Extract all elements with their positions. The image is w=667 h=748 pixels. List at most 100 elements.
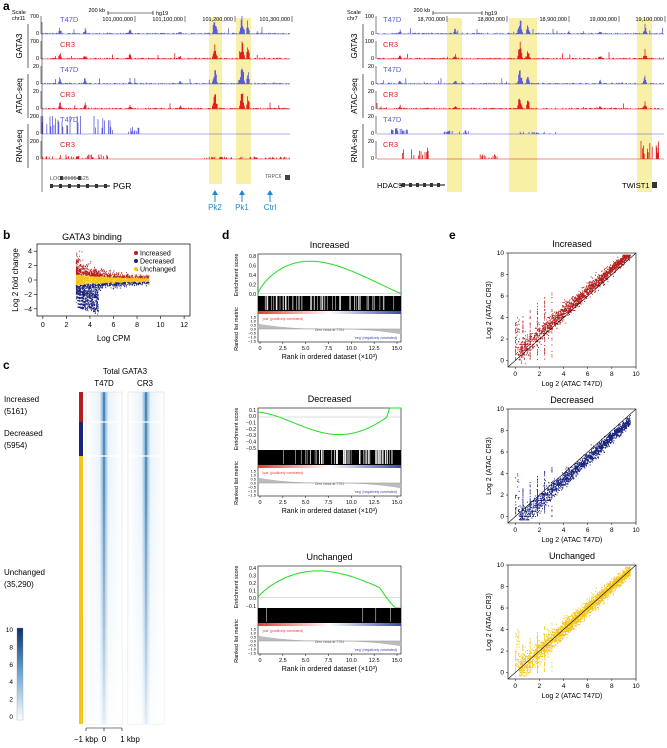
a-left-track-zero: 0 [36, 56, 39, 62]
panel-e-xtick-label: 0 [513, 527, 517, 534]
panel-d-barcode-white [266, 608, 391, 622]
panel-c-colorbar-tick: 2 [9, 697, 13, 704]
a-left-track-sample: CR3 [60, 90, 75, 99]
a-left-gene-pgr-exon [50, 184, 53, 188]
panel-c-heatmap-fade [86, 392, 122, 724]
panel-d-title-decreased: Decreased [308, 394, 352, 404]
panel-c-heatmap-fade [128, 392, 164, 724]
panel-e: e Increased 0 0 2 2 4 4 6 6 8 8 10 10 Log 2 (ATAC T47D… [449, 228, 640, 700]
panel-d-rank-ytick: 0.0 [250, 327, 256, 332]
panel-d-barcode-white [264, 296, 395, 310]
panel-e-ytick-label: 6 [500, 605, 504, 612]
a-right-gene-hdac9-exon [437, 183, 440, 187]
a-left-track-max: 700 [30, 14, 39, 20]
a-right-track-zero: 0 [371, 56, 374, 62]
panel-c-colorbar-tick: 4 [9, 679, 13, 686]
panel-d-rank-ytick: −1.0 [248, 335, 257, 340]
a-left-chrom-label: chr11 [12, 16, 25, 22]
panel-d-xtick-label: 12.5 [369, 658, 380, 664]
panel-b-legend-dot [134, 251, 138, 255]
a-marker-arrowhead [239, 190, 245, 195]
a-right-track-max: 100 [365, 39, 374, 45]
panel-c-xtick-label: −1 kbp [74, 735, 99, 744]
a-right-scalebar-text: 200 kb [413, 8, 430, 14]
a-marker-label-pk2: Pk2 [208, 203, 222, 212]
a-right-group-label: ATAC-seq [350, 78, 359, 114]
panel-d-xtick-label: 12.5 [369, 346, 380, 352]
panel-d-label: d [222, 228, 229, 242]
panel-d-rank-ylabel: Ranked list metric [234, 307, 240, 351]
a-right-signal-cr3 [376, 98, 663, 109]
a-right-gene-hdac9-exon [402, 183, 405, 187]
panel-e-title-unchanged: Unchanged [549, 551, 595, 561]
panel-e-ytick-label: 0 [500, 358, 504, 365]
a-marker-label-pk1: Pk1 [235, 203, 249, 212]
panel-d-rank-ytick: −0.5 [248, 643, 257, 648]
a-right-track-zero: 0 [371, 106, 374, 112]
a-right-track-sample: T47D [383, 65, 402, 74]
a-left-gene-loc-label: LOC101054525 [50, 176, 89, 182]
a-left-coord-label: 101,100,000 [152, 17, 183, 23]
panel-b-ytick-label: 2 [28, 263, 32, 270]
panel-d-rank-ytick: −0.5 [248, 331, 257, 336]
panel-b-ylabel: Log 2 fold change [11, 248, 20, 312]
a-left-gene-loc-exon [78, 176, 81, 180]
panel-e-points-decreased [515, 414, 631, 521]
panel-e-xtick-label: 6 [586, 683, 590, 690]
panel-e-ytick-label: 8 [500, 428, 504, 435]
panel-c-colorbar [16, 627, 24, 721]
a-right-gene-hdac9-exon [416, 183, 419, 187]
panel-e-xtick-label: 8 [610, 371, 614, 378]
a-left-group-label: ATAC-seq [15, 78, 24, 114]
panel-d-es-ytick: −0.1 [246, 604, 256, 610]
panel-c-count-unchanged: (35,290) [4, 580, 34, 589]
a-right-track-sample: T47D [383, 115, 402, 124]
panel-d-rank-ytick: 1.0 [250, 631, 256, 636]
panel-b-legend-dot [134, 267, 138, 271]
panel-e-xtick-label: 8 [610, 683, 614, 690]
a-left-signal-t47d [41, 68, 290, 84]
panel-c-col-cr3: CR3 [137, 379, 154, 388]
a-left-scalebar-text: 200 kb [88, 8, 105, 14]
panel-d-xtick-label: 0 [258, 346, 261, 352]
panel-e-points-increased [515, 254, 631, 365]
panel-e-ylabel: Log 2 (ATAC CR3) [486, 437, 493, 495]
panel-e-diagonal [507, 564, 637, 680]
a-marker-label-ctrl: Ctrl [264, 203, 277, 212]
a-right-track-zero: 0 [371, 131, 374, 137]
a-left-track-max: 20 [33, 64, 39, 70]
panel-e-ytick-label: 10 [497, 562, 505, 569]
a-right-group-label: RNA-seq [350, 130, 359, 162]
panel-c-group-decreased: Decreased [4, 429, 43, 438]
panel-e-xtick-label: 4 [562, 371, 566, 378]
panel-e-xtick-label: 4 [562, 527, 566, 534]
a-right-highlight-region [637, 18, 652, 192]
a-left-signal-t47d [41, 116, 140, 134]
panel-b-legend-decreased: Decreased [140, 259, 174, 266]
panel-d-neg-label: 'neg' (negatively correlated) [354, 648, 397, 652]
a-right-track-max: 20 [368, 114, 374, 120]
panel-d-es-ytick: −0.5 [246, 446, 256, 452]
panel-b-xtick-label: 8 [135, 322, 139, 329]
a-left-build: hg19 [156, 11, 168, 17]
panel-d-xtick-label: 0 [258, 500, 261, 506]
panel-d-title-increased: Increased [310, 240, 350, 250]
panel-e-xtick-label: 2 [538, 683, 542, 690]
a-right-track-zero: 0 [371, 81, 374, 87]
panel-d-rank-ytick: −1.5 [248, 493, 257, 498]
a-right-track-sample: CR3 [383, 90, 398, 99]
a-right-track-sample: T47D [383, 15, 402, 24]
a-right-scale-label: Scale [347, 10, 361, 16]
a-left-gene-pgr-exon [104, 184, 107, 188]
a-right-highlight-region [447, 18, 462, 192]
a-left-track-zero: 0 [36, 106, 39, 112]
panel-c: c Total GATA3 T47D CR3 Increased (5161) Decrea… [3, 358, 165, 744]
panel-d-strip [258, 311, 401, 314]
panel-d-xtick-label: 2.5 [279, 346, 287, 352]
a-right-coord-label: 18,800,000 [477, 17, 505, 23]
panel-d-rank-ytick: 1.5 [250, 627, 256, 632]
panel-d-xtick-label: 7.5 [325, 500, 333, 506]
panel-d-xtick-label: 15.0 [392, 500, 403, 506]
a-right-track-zero: 0 [371, 156, 374, 162]
a-left-track-max: 20 [33, 89, 39, 95]
